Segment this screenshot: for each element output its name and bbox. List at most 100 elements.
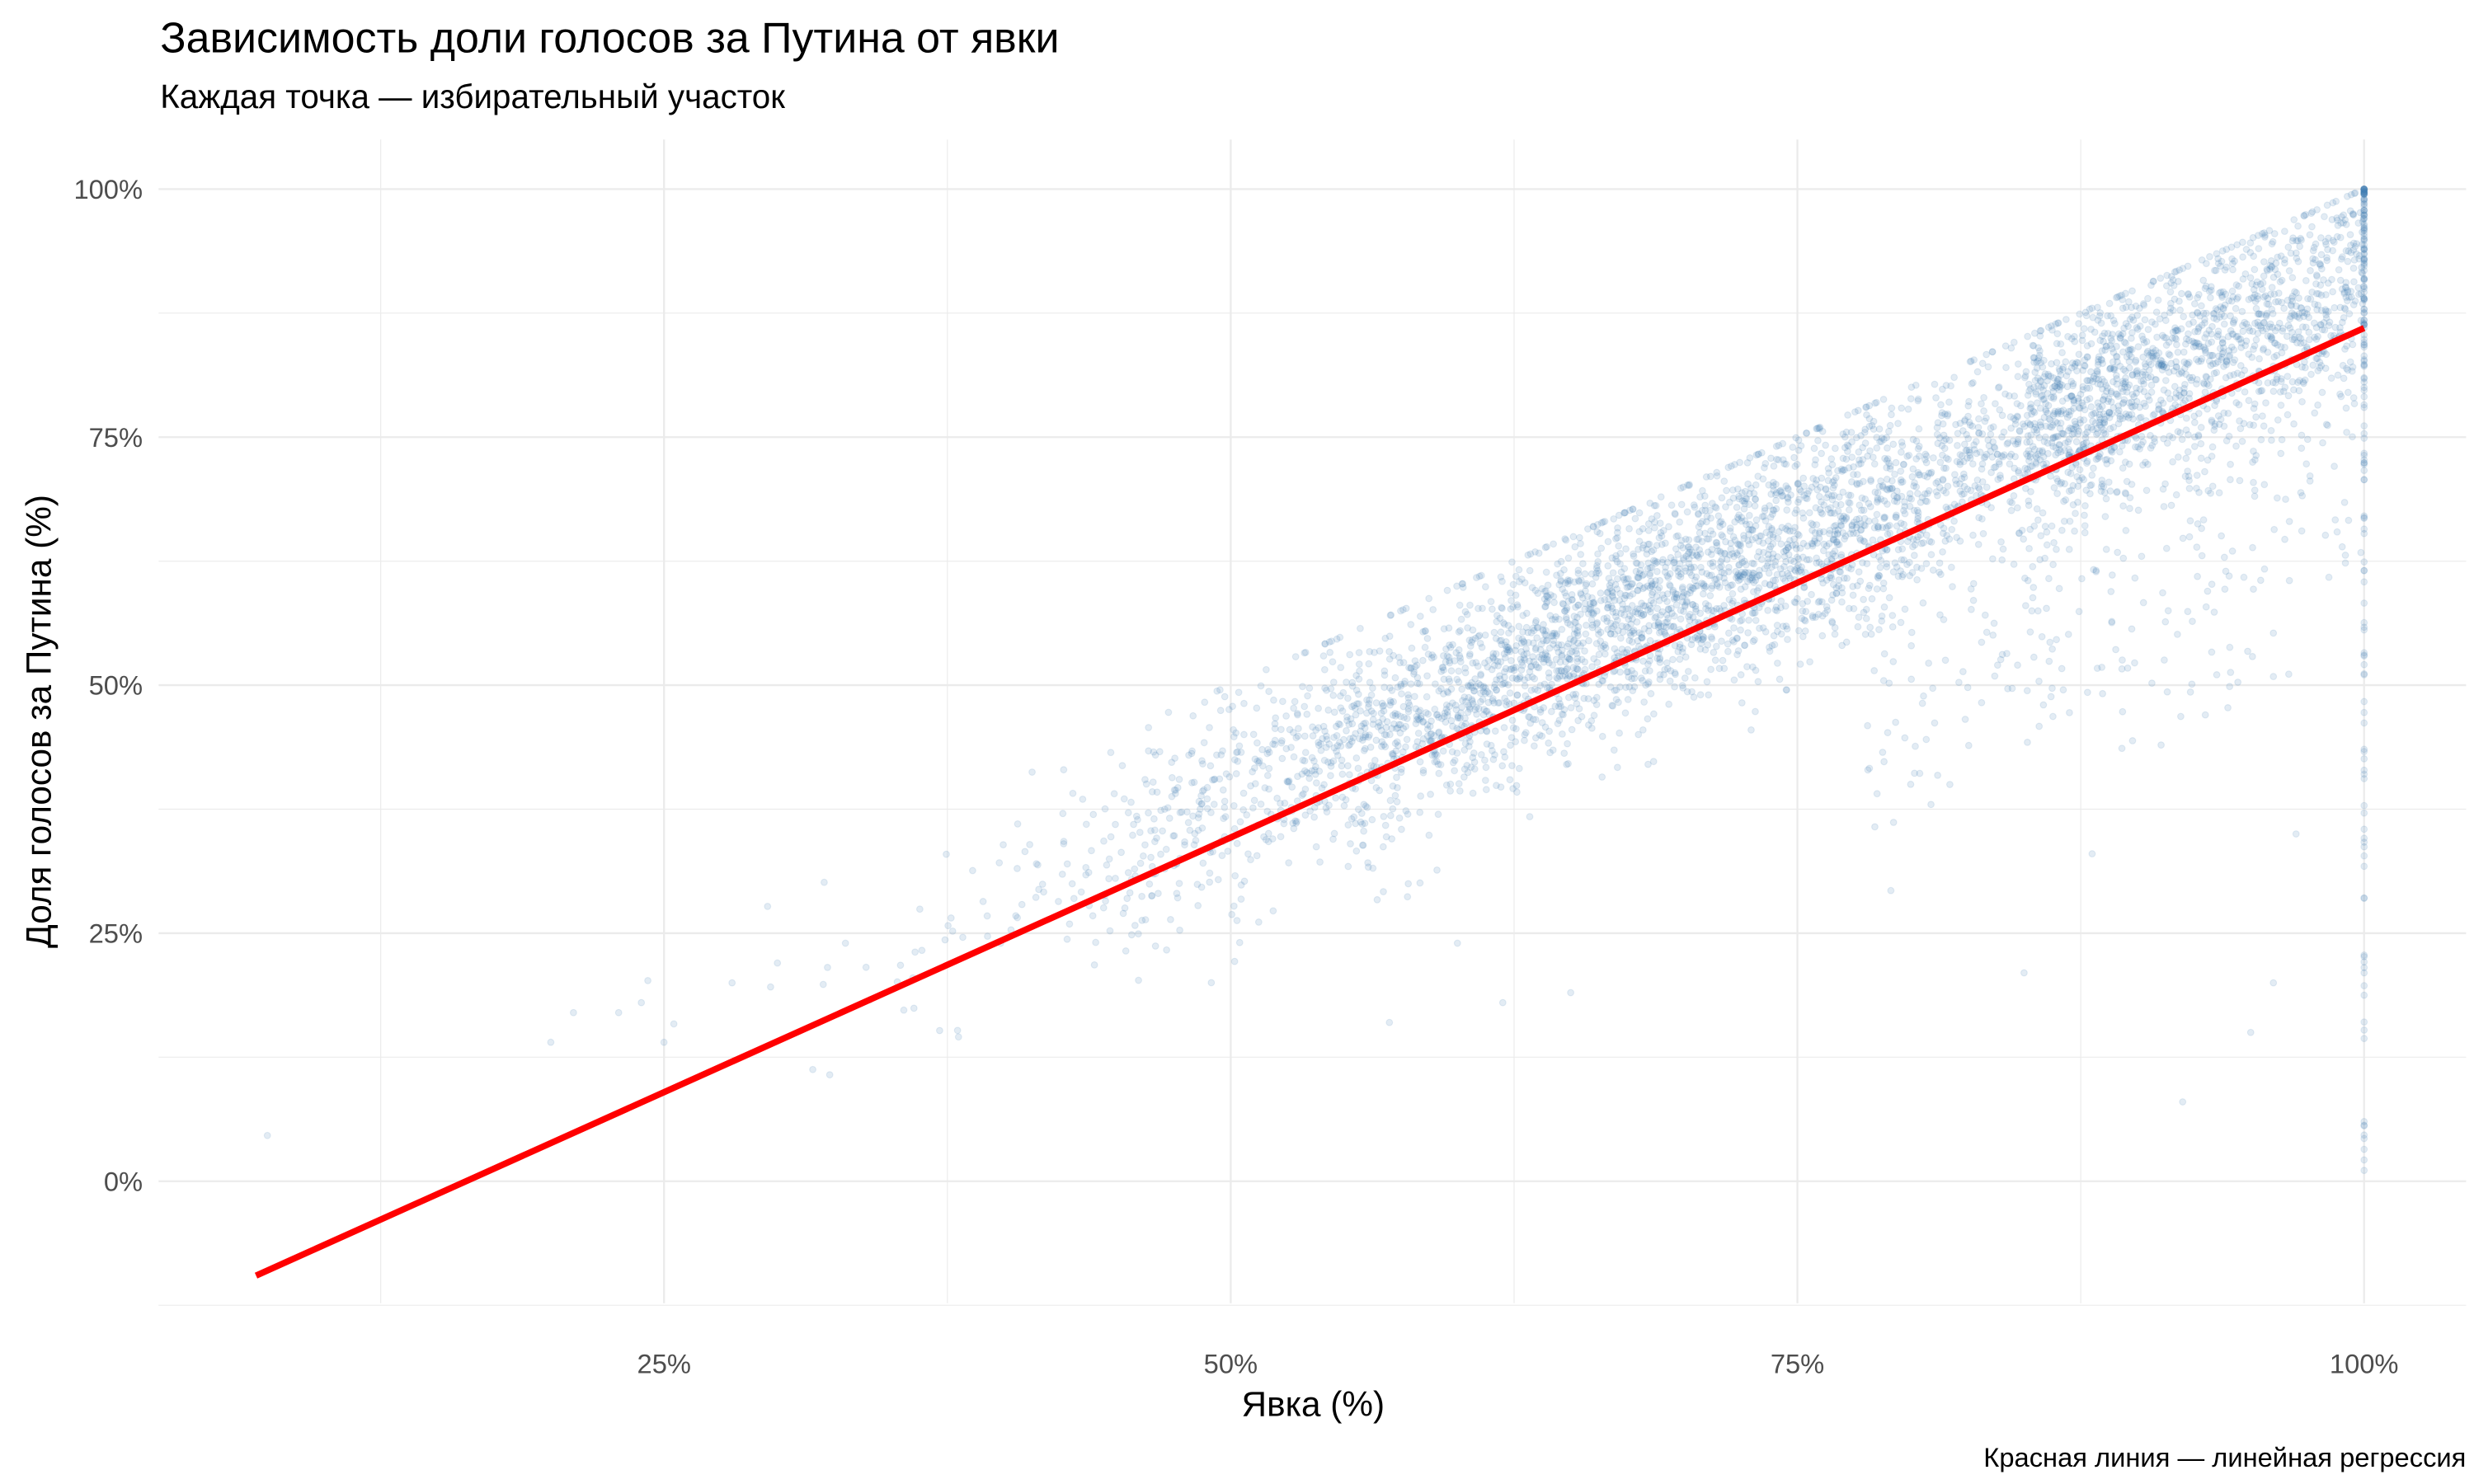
data-point [1026, 841, 1034, 848]
data-point [1481, 631, 1489, 639]
data-point [1677, 615, 1685, 623]
data-point [2173, 340, 2180, 349]
data-point [2053, 383, 2061, 392]
data-point [1741, 641, 1748, 650]
data-point [2298, 444, 2306, 453]
data-point [1785, 543, 1793, 552]
data-point [1714, 547, 1722, 555]
data-point [1756, 566, 1763, 575]
data-point [2228, 287, 2236, 295]
data-point [1865, 764, 1874, 773]
data-point [1791, 567, 1799, 575]
data-point [1676, 655, 1684, 664]
data-point [1490, 628, 1498, 636]
data-point [2144, 373, 2152, 382]
data-point [2110, 366, 2119, 373]
data-point [1531, 685, 1539, 693]
data-point [2182, 454, 2190, 463]
data-point [1431, 680, 1439, 688]
data-point [1966, 454, 1974, 462]
data-point [2162, 282, 2171, 290]
data-point [1740, 571, 1748, 579]
data-point [2269, 387, 2278, 396]
data-point [1875, 626, 1883, 634]
data-point [1141, 841, 1149, 849]
data-point [2133, 312, 2142, 319]
data-point [1603, 614, 1611, 622]
data-point [1705, 535, 1713, 543]
data-point [1491, 656, 1499, 664]
data-point [1639, 726, 1647, 734]
data-point [1666, 570, 1674, 578]
data-point [1416, 758, 1424, 766]
data-point [2250, 585, 2257, 594]
data-point [2039, 386, 2048, 394]
data-point [1696, 528, 1704, 537]
data-point [2266, 320, 2274, 328]
data-point [1938, 451, 1946, 459]
data-point [1784, 636, 1791, 643]
data-point [1655, 597, 1663, 604]
data-point [1456, 627, 1465, 635]
data-point [1507, 625, 1516, 633]
data-point [2119, 365, 2128, 373]
data-point [2281, 535, 2288, 543]
data-point [2185, 289, 2192, 298]
data-point [2119, 464, 2127, 472]
data-point [2255, 378, 2263, 387]
data-point [1964, 741, 1973, 749]
data-point [1625, 524, 1634, 533]
data-point [2040, 373, 2048, 381]
data-point [1737, 542, 1745, 550]
data-point [2300, 339, 2307, 347]
data-point [1540, 680, 1549, 688]
data-point [1670, 556, 1678, 564]
data-point [2182, 370, 2190, 378]
data-point [1507, 656, 1515, 665]
data-point [2288, 328, 2296, 336]
data-point [2227, 326, 2235, 335]
data-point [2073, 367, 2081, 375]
data-point [1841, 433, 1849, 441]
data-point [1903, 538, 1912, 546]
data-point [1904, 405, 1912, 413]
data-point [2273, 375, 2281, 383]
data-point [1501, 694, 1509, 702]
data-point [1407, 621, 1415, 628]
data-point [2028, 462, 2036, 470]
data-point [1366, 743, 1375, 751]
data-point [2119, 378, 2127, 386]
data-point [1650, 524, 1658, 532]
data-point [1592, 607, 1601, 615]
data-point [1513, 675, 1522, 683]
data-point [764, 903, 772, 910]
data-point [1921, 450, 1930, 458]
data-point [2086, 395, 2094, 402]
data-point [1800, 482, 1808, 491]
data-point [2083, 377, 2091, 384]
data-point [1269, 696, 1277, 704]
data-point [1545, 739, 1553, 747]
data-point [1729, 589, 1737, 598]
data-point [1230, 726, 1238, 734]
data-point [1905, 558, 1913, 566]
data-point [1554, 702, 1563, 711]
data-point [1790, 453, 1799, 462]
data-point [1337, 704, 1345, 712]
data-point [1463, 610, 1471, 618]
data-point [2337, 255, 2345, 263]
data-point [1357, 810, 1366, 817]
data-point [2052, 320, 2060, 328]
data-point [1257, 682, 1265, 690]
data-point [1867, 476, 1874, 484]
data-point [1828, 618, 1837, 627]
data-point [2290, 420, 2298, 428]
data-point [1496, 672, 1503, 680]
data-point [2122, 527, 2130, 534]
data-point [1663, 618, 1671, 627]
data-point [2232, 399, 2241, 406]
data-point [1345, 721, 1353, 729]
data-point [2044, 449, 2052, 458]
data-point [1784, 484, 1792, 492]
data-point [1785, 498, 1792, 506]
